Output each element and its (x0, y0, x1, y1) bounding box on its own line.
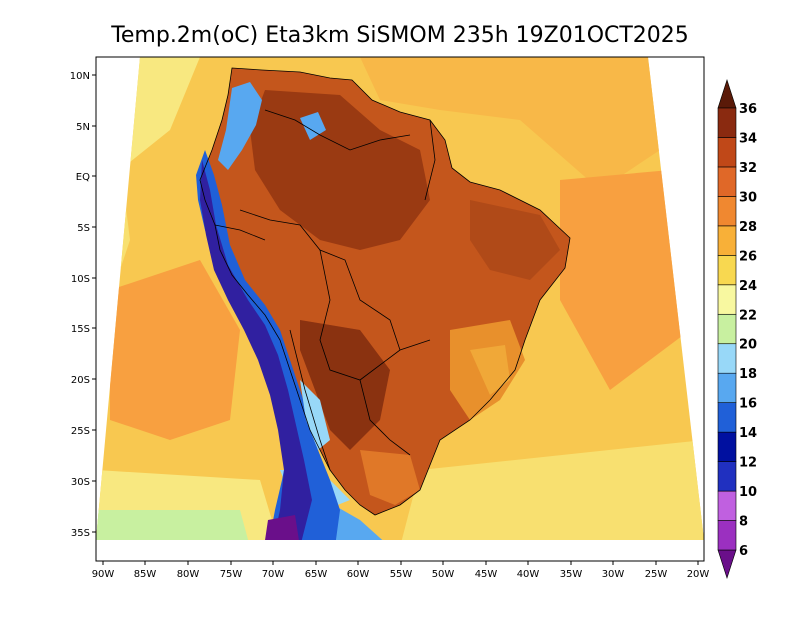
latitude-axis: 10N 5N EQ 5S 10S 15S 20S 25S 30S 35S (70, 71, 96, 539)
lon-label: 35W (560, 569, 583, 580)
colorbar-min-triangle (717, 549, 737, 579)
colorbar-segment (717, 166, 737, 197)
colorbar-segment (717, 284, 737, 315)
colorbar-max-triangle (717, 79, 737, 109)
colorbar-segment (717, 431, 737, 462)
colorbar-label: 12 (739, 456, 757, 471)
lat-label: EQ (76, 172, 90, 183)
colorbar-segment (717, 402, 737, 433)
colorbar-segment (717, 490, 737, 521)
lon-label: 50W (432, 569, 455, 580)
colorbar-segment (717, 196, 737, 227)
lon-label: 90W (92, 569, 115, 580)
lat-label: 20S (71, 375, 90, 386)
ocean-warm-pacific (110, 260, 240, 440)
colorbar-label: 14 (739, 426, 757, 441)
land-very-hot-chaco (300, 320, 390, 450)
colorbar-segment (717, 461, 737, 492)
lat-label: 10N (70, 71, 90, 82)
colorbar-segment (717, 520, 737, 551)
lon-label: 75W (220, 569, 243, 580)
colorbar-label: 8 (739, 515, 748, 530)
colorbar-label: 10 (739, 485, 757, 500)
lon-label: 20W (687, 569, 710, 580)
lat-label: 5N (76, 122, 90, 133)
lat-label: 5S (77, 223, 90, 234)
lat-label: 30S (71, 477, 90, 488)
map-panel (95, 56, 705, 562)
colorbar-label: 20 (739, 338, 757, 353)
colorbar-label: 24 (739, 279, 757, 294)
land-warm-uruguay (360, 450, 420, 505)
land-very-hot-amazon (250, 90, 430, 250)
colorbar-segment (717, 343, 737, 374)
colorbar: 6 8 10 12 14 16 18 20 22 24 26 28 30 32 34 36 (717, 79, 757, 579)
lon-label: 45W (475, 569, 498, 580)
colorbar-segment (717, 313, 737, 345)
colorbar-label: 30 (739, 190, 757, 205)
venezuela-cold-spot (300, 112, 326, 140)
colorbar-label: 32 (739, 161, 757, 176)
colorbar-segment (717, 107, 737, 138)
map-frame (95, 56, 705, 562)
lon-label: 60W (347, 569, 370, 580)
lon-label: 25W (645, 569, 668, 580)
map-title: Temp.2m(oC) Eta3km SiSMOM 235h 19Z01OCT2… (110, 23, 689, 48)
lat-label: 35S (71, 528, 90, 539)
country-borders (199, 67, 571, 516)
lat-label: 10S (71, 274, 90, 285)
land-hot-northeast (470, 200, 560, 280)
andes-north-branch (218, 82, 262, 170)
colorbar-label: 28 (739, 220, 757, 235)
land-warm-southeast-2 (470, 345, 510, 395)
lon-label: 40W (517, 569, 540, 580)
ocean-green-south (96, 510, 250, 540)
colorbar-label: 26 (739, 249, 757, 264)
longitude-axis: 90W 85W 80W 75W 70W 65W 60W 55W 50W 45W … (92, 561, 710, 580)
lon-label: 80W (177, 569, 200, 580)
colorbar-segment (717, 225, 737, 256)
lon-label: 30W (602, 569, 625, 580)
lon-label: 70W (262, 569, 285, 580)
lat-label: 25S (71, 426, 90, 437)
colorbar-segment (717, 137, 737, 168)
colorbar-label: 18 (739, 367, 757, 382)
colorbar-label: 6 (739, 544, 748, 559)
ocean-cool-southeast (400, 440, 704, 540)
colorbar-label: 36 (739, 102, 757, 117)
colorbar-label: 22 (739, 308, 757, 323)
lon-label: 65W (305, 569, 328, 580)
colorbar-segment (717, 372, 737, 403)
colorbar-segment (717, 255, 737, 286)
andes-very-cold-core (200, 160, 312, 540)
colorbar-label: 16 (739, 397, 757, 412)
lon-label: 55W (390, 569, 413, 580)
temperature-field (96, 57, 704, 540)
lat-label: 15S (71, 324, 90, 335)
ocean-warm-atlantic-north (360, 57, 660, 190)
andes-purple-south (264, 515, 300, 540)
colorbar-label: 34 (739, 131, 757, 146)
lon-label: 85W (134, 569, 157, 580)
ocean-warm-atlantic-east (560, 170, 690, 390)
